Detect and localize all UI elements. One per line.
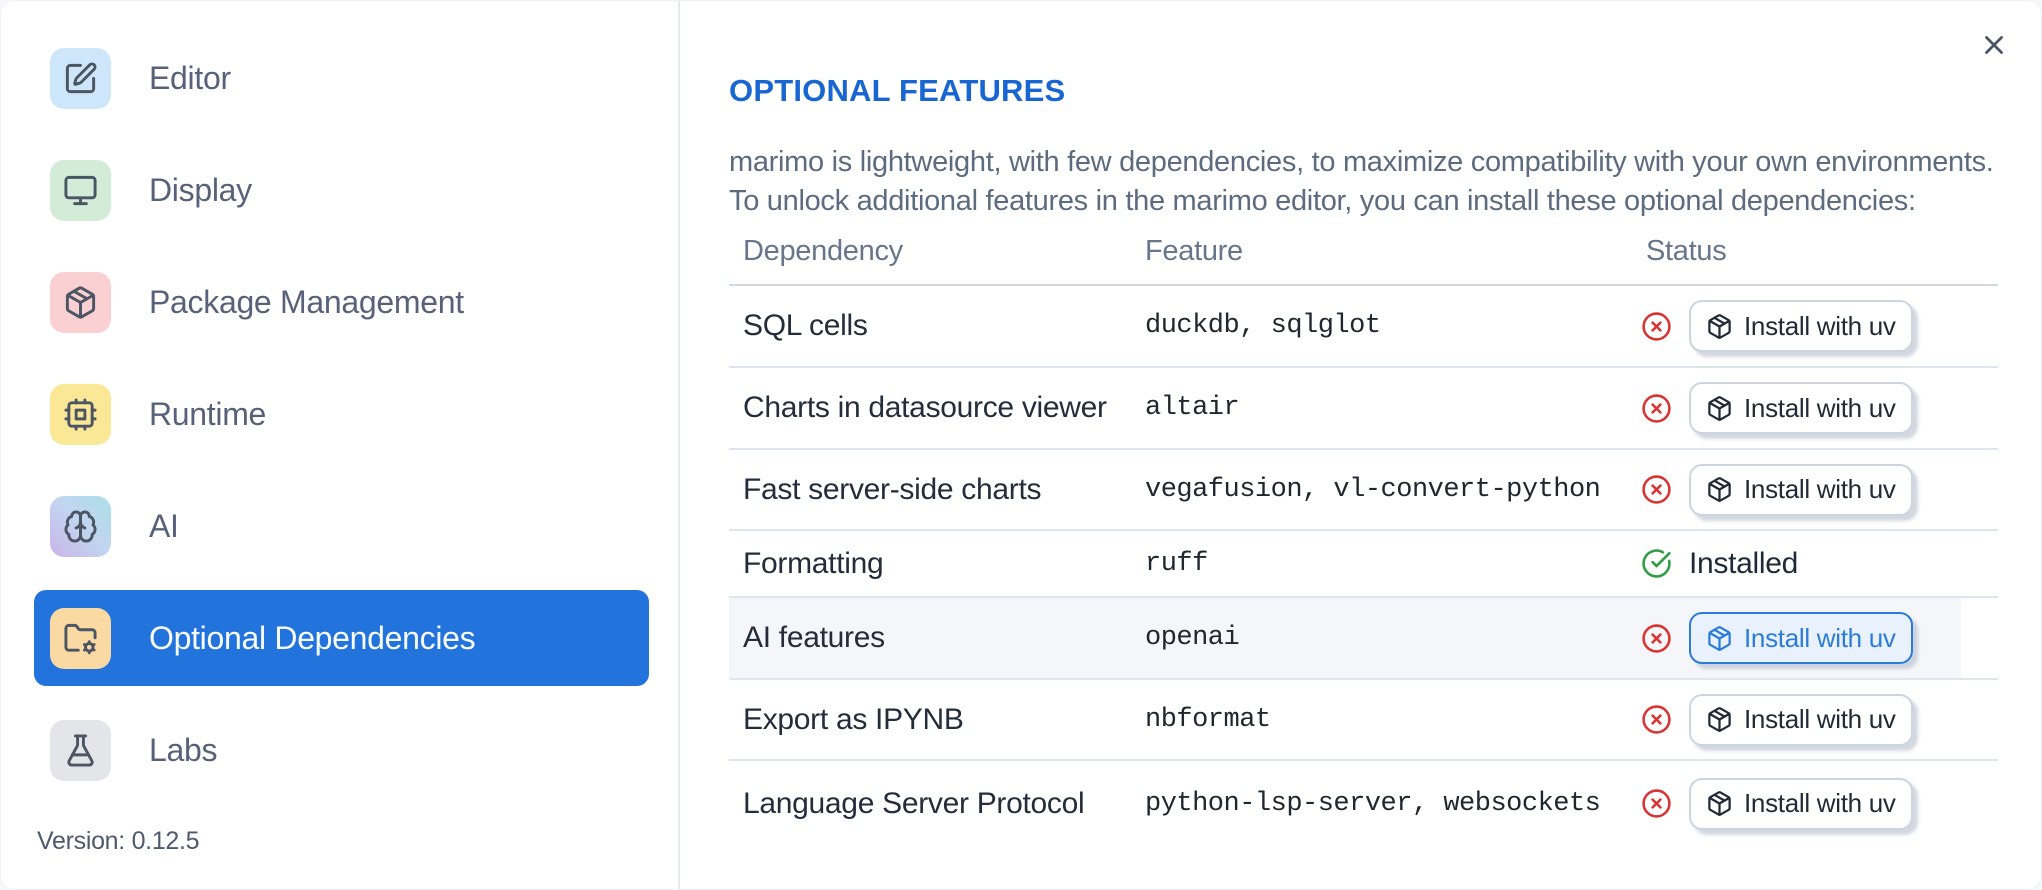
package-icon: [50, 271, 111, 333]
sidebar-item-label: Runtime: [149, 395, 267, 432]
version-label: Version: 0.12.5: [37, 827, 200, 855]
description-text: marimo is lightweight, with few dependen…: [729, 143, 1994, 221]
install-with-uv-button[interactable]: Install with uv: [1689, 693, 1913, 746]
brain-icon: [50, 495, 111, 557]
sidebar-item-runtime[interactable]: Runtime: [34, 366, 649, 462]
dependency-cell: SQL cells: [743, 309, 868, 342]
close-button[interactable]: [1976, 27, 2012, 63]
page-title: OPTIONAL FEATURES: [729, 72, 1066, 108]
monitor-icon: [50, 159, 111, 221]
install-with-uv-button[interactable]: Install with uv: [1689, 300, 1913, 352]
folder-cog-icon: [50, 607, 111, 669]
table-row: Fast server-side charts vegafusion, vl-c…: [729, 450, 1998, 531]
install-with-uv-button[interactable]: Install with uv: [1689, 382, 1913, 434]
optional-features-panel: OPTIONAL FEATURES marimo is lightweight,…: [682, 1, 2041, 889]
install-button-label: Install with uv: [1744, 310, 1896, 341]
dependency-cell: AI features: [743, 621, 885, 654]
table-row: SQL cells duckdb, sqlglot Install with u…: [729, 286, 1998, 368]
feature-cell: ruff: [1145, 548, 1208, 579]
circle-x-icon: [1641, 393, 1672, 424]
package-icon: [1706, 476, 1733, 503]
dependency-cell: Charts in datasource viewer: [743, 391, 1107, 424]
feature-cell: python-lsp-server, websockets: [1145, 788, 1601, 819]
install-with-uv-button[interactable]: Install with uv: [1689, 612, 1913, 664]
dependency-cell: Formatting: [743, 546, 884, 580]
column-header-dependency: Dependency: [743, 234, 903, 267]
install-button-label: Install with uv: [1744, 474, 1896, 504]
package-icon: [1706, 790, 1733, 817]
dependency-cell: Fast server-side charts: [743, 472, 1042, 506]
sidebar-item-label: Package Management: [149, 283, 464, 320]
sidebar-item-label: Labs: [149, 731, 218, 768]
sidebar-item-label: Editor: [149, 59, 231, 96]
package-icon: [1706, 625, 1733, 652]
sidebar-item-display[interactable]: Display: [34, 142, 649, 238]
circle-x-icon: [1641, 623, 1672, 654]
table-row: AI features openai Install with uv: [729, 598, 1998, 680]
install-with-uv-button[interactable]: Install with uv: [1689, 777, 1913, 830]
sidebar-item-labs[interactable]: Labs: [34, 702, 649, 798]
install-with-uv-button[interactable]: Install with uv: [1689, 463, 1913, 516]
dependency-cell: Export as IPYNB: [743, 702, 964, 736]
installed-status-label: Installed: [1689, 546, 1799, 580]
status-cell: Install with uv: [1632, 693, 1998, 746]
status-cell: Install with uv: [1632, 777, 1998, 830]
install-button-label: Install with uv: [1744, 788, 1896, 818]
package-icon: [1706, 706, 1733, 733]
install-button-label: Install with uv: [1744, 392, 1896, 423]
feature-cell: vegafusion, vl-convert-python: [1145, 474, 1601, 505]
table-row: Charts in datasource viewer altair Insta…: [729, 368, 1998, 450]
sidebar-item-package-management[interactable]: Package Management: [34, 254, 649, 350]
settings-sidebar: Editor Display Package Management Runtim…: [1, 1, 680, 889]
flask-icon: [50, 719, 111, 781]
square-pen-icon: [50, 47, 111, 109]
install-button-label: Install with uv: [1744, 622, 1896, 653]
status-cell: Install with uv: [1632, 463, 1998, 516]
cpu-icon: [50, 383, 111, 445]
dependencies-table: Dependency Feature Status SQL cells duck…: [729, 218, 1998, 846]
circle-x-icon: [1641, 788, 1672, 819]
package-icon: [1706, 395, 1733, 422]
description-line-1: marimo is lightweight, with few dependen…: [729, 146, 1994, 178]
status-cell: Installed: [1632, 547, 1998, 581]
feature-cell: duckdb, sqlglot: [1145, 311, 1381, 341]
table-header-row: Dependency Feature Status: [729, 218, 1998, 286]
feature-cell: nbformat: [1145, 704, 1271, 735]
circle-x-icon: [1641, 474, 1672, 505]
sidebar-item-ai[interactable]: AI: [34, 478, 649, 574]
table-row: Language Server Protocol python-lsp-serv…: [729, 761, 1998, 846]
description-line-2: To unlock additional features in the mar…: [729, 185, 1916, 217]
dependency-cell: Language Server Protocol: [743, 786, 1085, 820]
install-button-label: Install with uv: [1744, 704, 1896, 734]
status-cell: Install with uv: [1632, 300, 1998, 352]
table-row: Export as IPYNB nbformat Install with uv: [729, 680, 1998, 761]
column-header-feature: Feature: [1145, 234, 1243, 267]
status-cell: Install with uv: [1632, 382, 1998, 434]
sidebar-item-editor[interactable]: Editor: [34, 30, 649, 126]
circle-x-icon: [1641, 311, 1672, 342]
feature-cell: openai: [1145, 623, 1240, 653]
feature-cell: altair: [1145, 393, 1240, 423]
circle-x-icon: [1641, 704, 1672, 735]
close-icon: [1979, 30, 2009, 60]
sidebar-item-label: Optional Dependencies: [149, 619, 476, 656]
column-header-status: Status: [1646, 234, 1727, 267]
sidebar-item-label: AI: [149, 507, 179, 544]
circle-check-icon: [1641, 548, 1672, 579]
table-row: Formatting ruff Installed: [729, 531, 1998, 598]
sidebar-item-label: Display: [149, 171, 252, 208]
package-icon: [1706, 313, 1733, 340]
status-cell: Install with uv: [1632, 612, 1998, 664]
sidebar-item-optional-dependencies[interactable]: Optional Dependencies: [34, 590, 649, 686]
